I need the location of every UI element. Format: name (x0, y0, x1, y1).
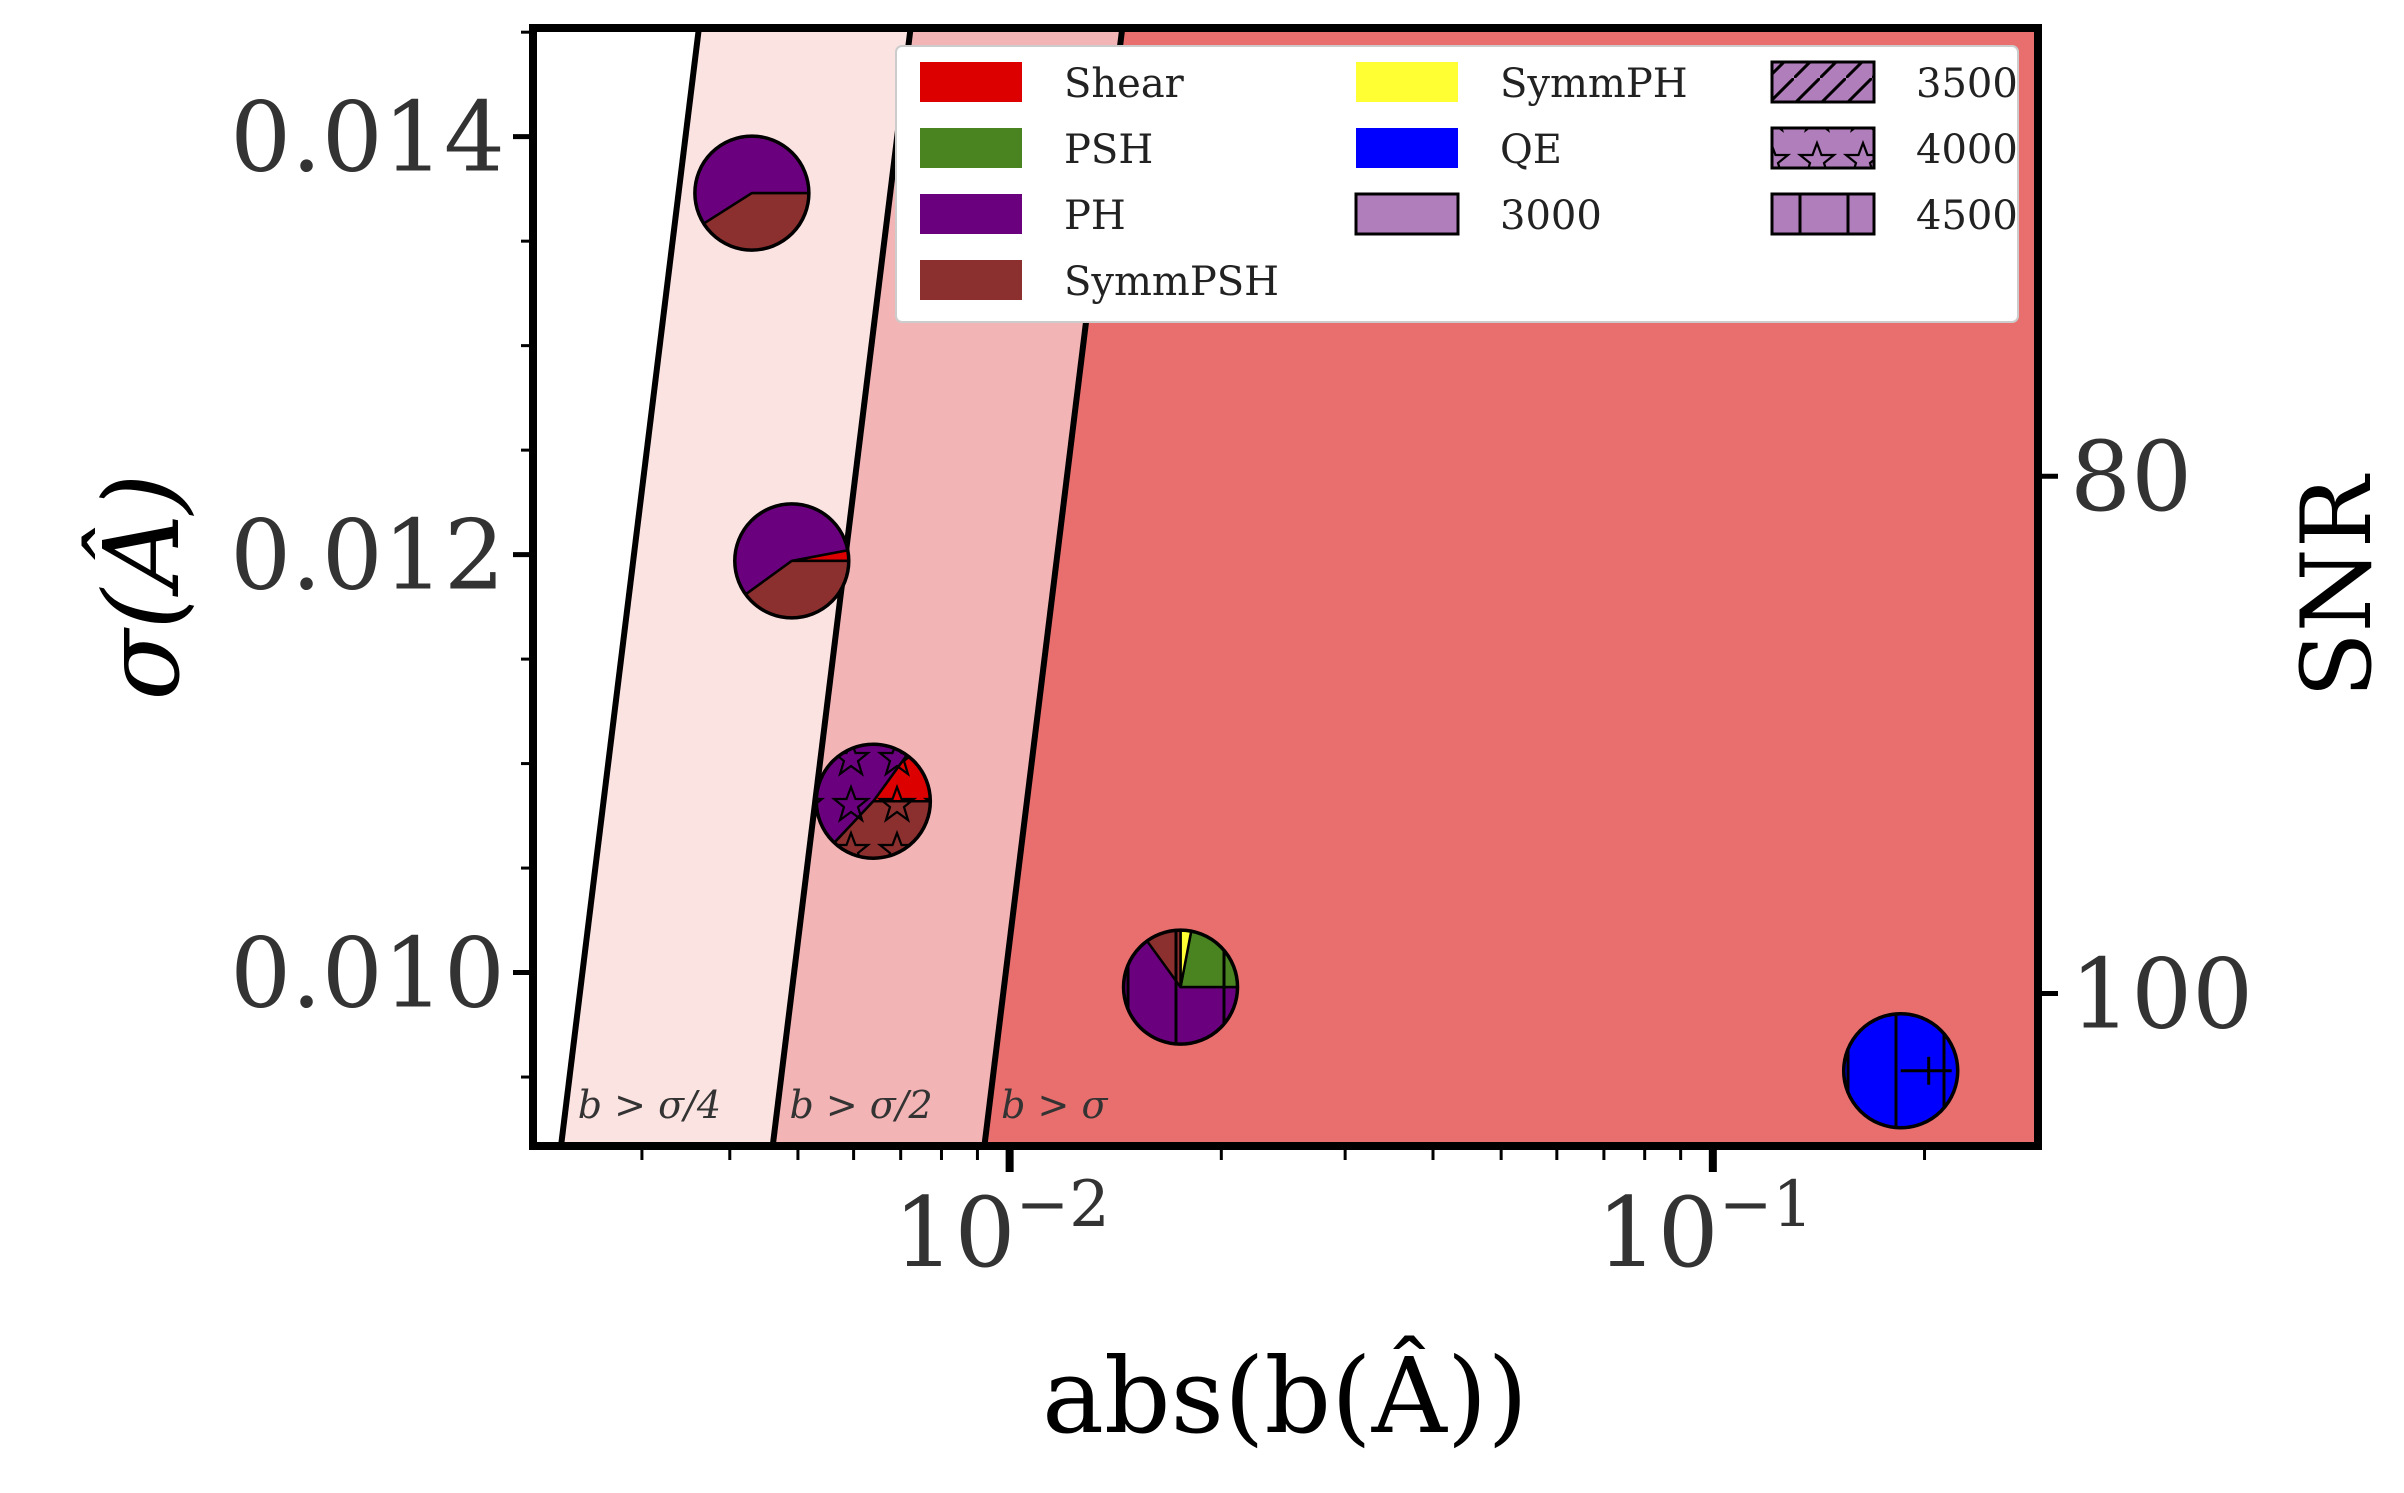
legend-label: SymmPSH (1064, 259, 1279, 305)
legend-swatch (1356, 128, 1458, 168)
legend-label: 4500 (1916, 193, 2018, 239)
pie-marker (1841, 1012, 1960, 1130)
legend-label: Shear (1064, 61, 1185, 107)
region-label: b > σ (1001, 1083, 1108, 1127)
pie-hatch (1180, 931, 1238, 988)
pie-outline (1121, 928, 1240, 1046)
y2-axis: 80 100 (2038, 421, 2253, 1050)
y2-axis-title: SNR (2281, 473, 2393, 698)
legend-label: QE (1500, 127, 1562, 173)
y2-tick-label: 80 (2070, 421, 2192, 533)
region-label: b > σ/4 (578, 1083, 721, 1127)
pie-hatch (873, 755, 931, 802)
pie-markers (693, 134, 1960, 1130)
legend-swatch (920, 128, 1022, 168)
legend: Shear PSH PH SymmPSH SymmPH QE 3000 3500 4000 450… (895, 45, 2019, 323)
pie-marker (814, 742, 933, 860)
pie-hatch (1147, 930, 1181, 988)
pie-outline (814, 742, 933, 860)
legend-box (895, 45, 2019, 323)
x-tick-label: 10−2 (893, 1168, 1110, 1289)
y-tick-label: 0.010 (230, 918, 505, 1030)
legend-swatch-hatch (1772, 194, 1874, 234)
pie-hatch (1180, 930, 1192, 988)
region-label: b > σ/2 (789, 1083, 932, 1127)
legend-label: SymmPH (1500, 61, 1688, 107)
y-tick-label: 0.014 (230, 82, 505, 194)
plot-frame (529, 24, 2042, 1150)
region-labels: b > σ/4 b > σ/2 b > σ (578, 1083, 1109, 1127)
y-axis-title: σ(Â) (80, 473, 203, 700)
legend-swatch (920, 260, 1022, 300)
legend-label: 3500 (1916, 61, 2018, 107)
pie-hatch (1123, 941, 1238, 1045)
legend-label: PSH (1064, 127, 1153, 173)
legend-label: 3000 (1500, 193, 1602, 239)
pie-marker (693, 134, 811, 252)
pie-marker (733, 502, 851, 620)
legend-swatch (920, 62, 1022, 102)
region-fill (559, 28, 912, 1146)
pie-outline (1841, 1012, 1960, 1130)
pie-marker (1121, 928, 1240, 1046)
x-axis: 10−2 10−1 (640, 1146, 1927, 1289)
legend-swatch-hatch (1772, 62, 1874, 102)
legend-label: 4000 (1916, 127, 2018, 173)
legend-swatch (920, 194, 1022, 234)
legend-label: PH (1064, 193, 1126, 239)
y-tick-label: 0.012 (230, 500, 505, 612)
x-tick-label: 10−1 (1597, 1168, 1814, 1289)
legend-swatch (1356, 62, 1458, 102)
y-axis: 0.010 0.012 0.014 (230, 30, 533, 1079)
pie-outline (693, 134, 811, 252)
pie-hatch (834, 801, 931, 859)
x-axis-title: abs(b(Â)) (1042, 1334, 1528, 1457)
legend-swatch-hatch (1772, 128, 1874, 168)
legend-swatch (1354, 192, 1460, 236)
y2-tick-label: 100 (2070, 938, 2253, 1050)
pie-hatch (816, 744, 907, 843)
region-boundary-line (557, 28, 702, 1146)
pie-outline (733, 502, 851, 620)
